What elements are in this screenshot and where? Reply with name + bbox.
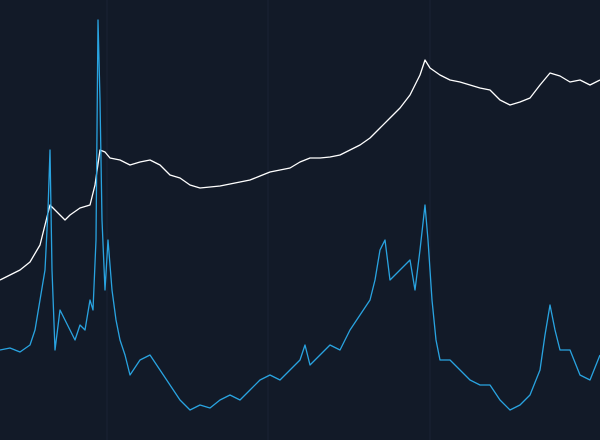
series-line bbox=[0, 19, 600, 411]
series-line bbox=[0, 59, 600, 281]
